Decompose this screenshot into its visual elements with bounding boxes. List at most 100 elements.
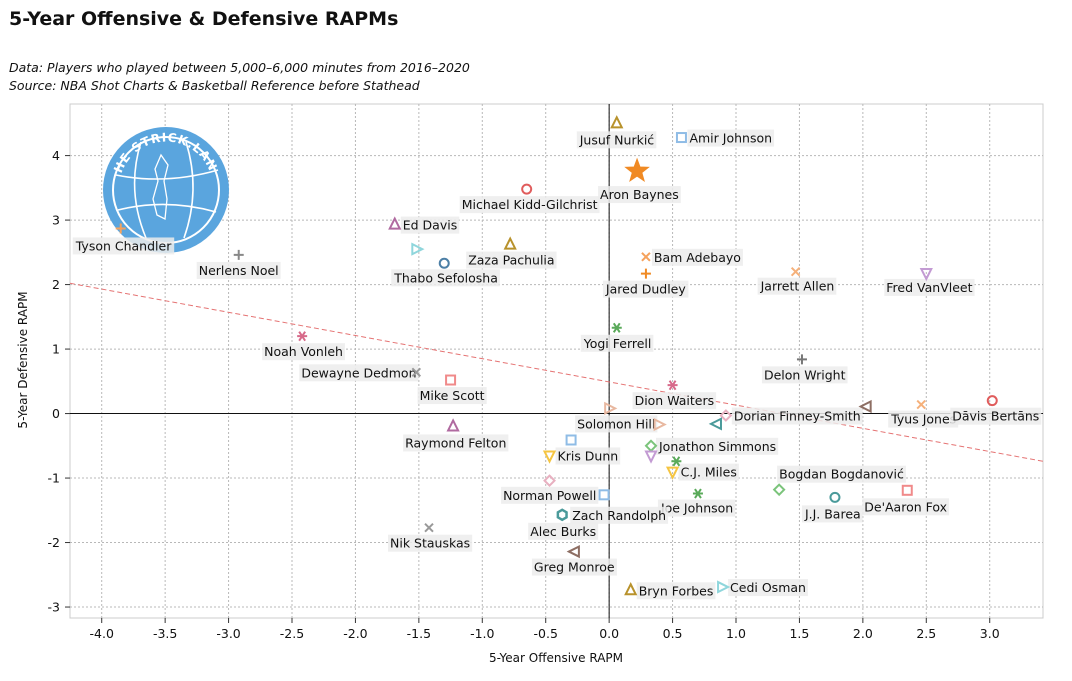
data-point-square (675, 132, 687, 144)
data-point-asterisk (692, 488, 703, 499)
data-point-triangle-right (717, 580, 731, 594)
data-point-triangle (503, 236, 517, 250)
x-tick-label: -1.0 (470, 626, 494, 641)
data-point-triangle-down (644, 450, 658, 464)
x-tick-label: -3.5 (153, 626, 177, 641)
data-point-x (411, 367, 422, 377)
player-label-background (602, 280, 689, 298)
player-label-background (459, 196, 600, 214)
chart-subtitle-data: Data: Players who played between 5,000–6… (9, 60, 470, 75)
player-label-background (687, 129, 775, 147)
data-point-triangle (446, 418, 460, 432)
player-label: Jarrett Allen (760, 279, 835, 294)
data-point-triangle-right (653, 417, 667, 432)
x-tick-label: 2.0 (853, 626, 873, 641)
player-label-background (884, 278, 975, 296)
player-label: Norman Powell (503, 488, 596, 503)
chart-title: 5-Year Offensive & Defensive RAPMs (9, 8, 399, 30)
player-label-background (501, 486, 599, 504)
player-label: Cedi Osman (730, 580, 806, 595)
player-label: Jared Dudley (605, 282, 686, 297)
axes: -4.0 -3.5 -3.0 -2.5 -2.0 -1.5 -1.0 -0.5 0.0 0.5 1.… (48, 104, 1043, 641)
player-label-background (417, 387, 487, 405)
player-label: Dorian Finney-Smith (734, 408, 861, 423)
player-label: De'Aaron Fox (864, 499, 947, 514)
player-label-background (403, 434, 509, 452)
player-label: Joe Johnson (660, 501, 733, 516)
player-label-background (651, 248, 743, 266)
plot-frame (69, 103, 1044, 619)
player-label-background (777, 465, 906, 483)
x-tick-label: -2.5 (280, 626, 304, 641)
data-point-diamond (543, 474, 556, 488)
player-label-background (400, 216, 460, 234)
x-tick-label: -1.5 (407, 626, 431, 641)
x-tick-label: 1.0 (726, 626, 746, 641)
logo-island-shape (152, 153, 169, 221)
data-point-circle (829, 491, 841, 503)
player-label-background (570, 506, 669, 524)
player-label-background (761, 366, 848, 384)
data-point-triangle-right (604, 401, 618, 416)
player-label: Tyson Chandler (75, 238, 172, 253)
y-tick-label: 4 (52, 148, 60, 163)
data-point-asterisk (667, 380, 678, 391)
player-label: Alec Burks (530, 524, 596, 539)
player-label-background (801, 505, 863, 523)
regression-trendline (69, 282, 1044, 462)
player-label: Bogdan Bogdanović (779, 467, 904, 482)
point-layer (115, 115, 998, 596)
player-label-background (575, 415, 658, 433)
player-label-background (656, 437, 779, 455)
player-label: Jusuf Nurkić (579, 132, 655, 147)
data-point-plus (115, 223, 126, 234)
logo-seam (115, 169, 219, 180)
player-label: Nerlens Noel (199, 263, 279, 278)
player-label-background (632, 392, 717, 410)
player-label-background (528, 522, 599, 540)
data-point-triangle-down (542, 450, 557, 464)
logo-text: THE STRICK.LAND (0, 0, 220, 175)
data-point-x (790, 266, 801, 277)
data-point-asterisk (297, 331, 308, 342)
player-label: Mike Scott (420, 388, 485, 403)
x-tick-label: 1.5 (789, 626, 809, 641)
player-label-background (950, 407, 1042, 425)
data-point-triangle-down (665, 466, 680, 480)
data-point-x (424, 523, 434, 533)
data-point-triangle-left (858, 399, 872, 414)
player-label: Bam Adebayo (654, 250, 741, 265)
player-label-background (888, 410, 959, 428)
data-point-triangle (610, 115, 624, 129)
data-point-diamond (719, 409, 733, 422)
player-label-background (598, 186, 681, 204)
player-label: J.J. Barea (804, 506, 861, 521)
x-tick-label: -3.0 (216, 626, 240, 641)
player-label-background (196, 261, 281, 279)
x-tick-label: 2.5 (916, 626, 936, 641)
player-label-background (862, 498, 950, 516)
player-label-background (757, 277, 837, 295)
player-label: Kris Dunn (558, 448, 619, 463)
y-tick-label: -1 (48, 471, 60, 486)
x-tick-label: 3.0 (980, 626, 1000, 641)
player-label: Tyus Jones (890, 412, 956, 427)
logo-seam (133, 141, 147, 239)
data-point-diamond (772, 483, 786, 497)
x-tick-label: -2.0 (343, 626, 367, 641)
grid (69, 103, 1044, 619)
player-label-background (580, 334, 654, 352)
player-label-background (262, 343, 345, 361)
data-point-triangle (624, 582, 638, 596)
player-label: Zaza Pachulia (468, 253, 554, 268)
player-label-background (466, 251, 557, 269)
data-point-triangle-left (566, 544, 580, 559)
data-point-circle (986, 395, 998, 407)
player-label-background (678, 463, 739, 481)
data-point-asterisk (671, 456, 682, 467)
player-label: Ed Davis (403, 218, 457, 233)
player-label-background (657, 499, 736, 517)
player-label: Fred VanVleet (886, 280, 972, 295)
data-point-plus (233, 249, 244, 260)
data-point-plus (640, 268, 651, 279)
